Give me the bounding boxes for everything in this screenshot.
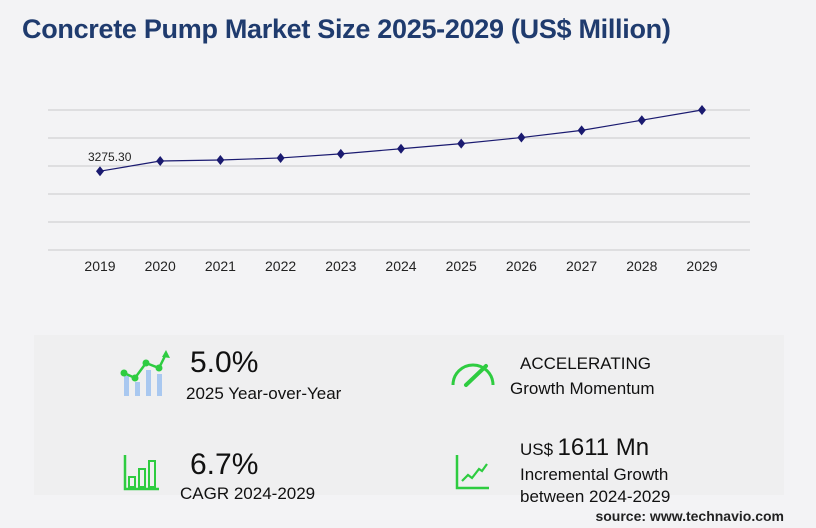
yoy-value: 5.0% — [190, 346, 259, 379]
incremental-label-2: between 2024-2029 — [520, 487, 671, 506]
series-line — [99, 109, 703, 172]
x-tick-label: 2020 — [145, 258, 176, 274]
cagr-value: 6.7% — [190, 448, 259, 481]
data-point — [336, 148, 345, 159]
data-point — [577, 125, 586, 136]
x-tick-label: 2024 — [385, 258, 416, 274]
data-point — [96, 166, 104, 177]
incr-amount: 1611 Mn — [557, 434, 650, 461]
data-point — [637, 115, 646, 126]
data-point — [698, 105, 706, 115]
x-tick-label: 2025 — [446, 258, 477, 274]
x-tick-label: 2023 — [325, 258, 356, 274]
yoy-label: 2025 Year-over-Year — [186, 384, 342, 403]
data-label: 3275.30 — [88, 150, 132, 164]
trend-line-icon — [455, 455, 489, 490]
x-tick-label: 2026 — [506, 258, 537, 274]
x-tick-label: 2021 — [205, 258, 236, 274]
momentum-value: ACCELERATING — [520, 354, 651, 373]
x-tick-label: 2029 — [686, 258, 717, 274]
incremental-value: US$ 1611 Mn — [520, 434, 649, 462]
stats-panel — [34, 335, 784, 495]
source-text: source: www.technavio.com — [595, 508, 784, 524]
x-tick-label: 2019 — [84, 258, 115, 274]
currency-prefix: US$ — [520, 440, 554, 459]
growth-chart-icon — [120, 350, 170, 396]
x-tick-label: 2028 — [626, 258, 657, 274]
data-point — [216, 154, 225, 165]
speedometer-icon — [451, 363, 495, 387]
data-point — [457, 138, 466, 149]
chart-title: Concrete Pump Market Size 2025-2029 (US$… — [22, 14, 671, 44]
data-point — [276, 152, 285, 163]
x-tick-label: 2027 — [566, 258, 597, 274]
incremental-label-1: Incremental Growth — [520, 465, 669, 484]
data-point — [156, 156, 165, 167]
line-chart: 2019 3275.30 2020 2021 2022 2023 2024 2025 2026 2… — [48, 105, 750, 274]
cagr-label: CAGR 2024-2029 — [180, 484, 316, 503]
data-point — [517, 132, 526, 143]
bar-growth-icon — [123, 455, 159, 491]
momentum-label: Growth Momentum — [510, 379, 655, 398]
x-tick-label: 2022 — [265, 258, 296, 274]
data-point — [397, 143, 405, 154]
